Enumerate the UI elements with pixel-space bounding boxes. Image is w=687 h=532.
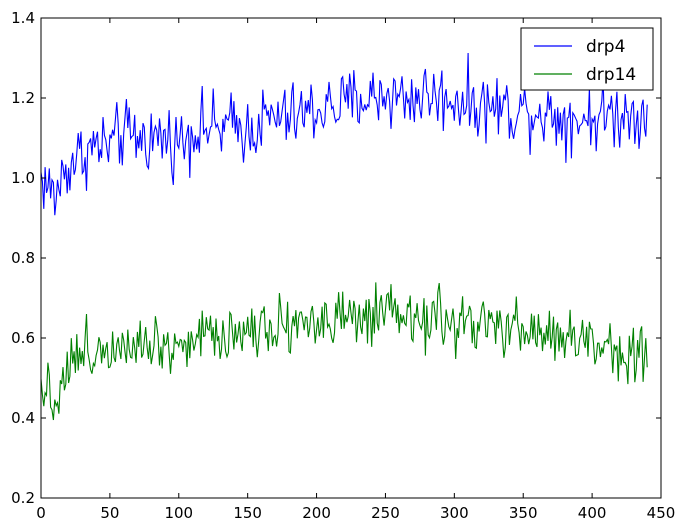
x-tick-label: 350: [509, 504, 538, 522]
y-ticks: 0.2 0.4 0.6 0.8 1.0 1.2 1.4: [11, 9, 661, 507]
x-ticks: 0 50 100 150 200 250 300 350 400 450: [36, 18, 675, 522]
legend-box: [520, 27, 654, 91]
y-tick-label: 0.4: [11, 409, 35, 427]
plot-frame: [40, 17, 662, 499]
x-tick-label: 450: [647, 504, 676, 522]
y-tick-label: 0.6: [11, 329, 35, 347]
y-tick-label: 1.4: [11, 9, 35, 27]
plot-content: [41, 52, 648, 421]
y-tick-label: 0.2: [11, 489, 35, 507]
y-tick-label: 1.0: [11, 169, 35, 187]
series-drp14-line: [41, 282, 648, 421]
legend-label-drp4: drp4: [586, 37, 625, 57]
x-tick-label: 0: [36, 504, 46, 522]
x-tick-label: 150: [233, 504, 262, 522]
series-drp4-line: [41, 52, 648, 216]
x-tick-label: 200: [302, 504, 331, 522]
x-tick-label: 50: [100, 504, 119, 522]
legend-label-drp14: drp14: [586, 65, 636, 85]
x-tick-label: 400: [578, 504, 607, 522]
y-tick-label: 0.8: [11, 249, 35, 267]
legend: drp4 drp14: [520, 27, 654, 91]
x-tick-label: 250: [371, 504, 400, 522]
x-tick-label: 300: [440, 504, 469, 522]
y-tick-label: 1.2: [11, 89, 35, 107]
x-tick-label: 100: [164, 504, 193, 522]
